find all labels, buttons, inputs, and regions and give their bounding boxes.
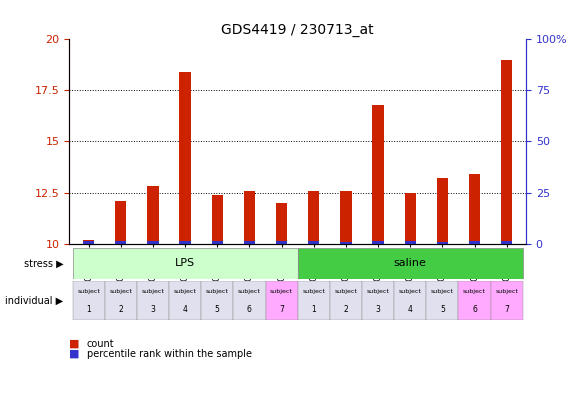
Bar: [298, 248, 523, 279]
Bar: [212, 195, 223, 244]
Text: 7: 7: [279, 305, 284, 314]
Text: 3: 3: [376, 305, 380, 314]
Bar: [276, 241, 287, 244]
Text: 3: 3: [150, 305, 155, 314]
Bar: [105, 281, 137, 320]
Bar: [147, 241, 158, 244]
Text: 5: 5: [215, 305, 220, 314]
Bar: [201, 281, 234, 320]
Text: subject: subject: [495, 290, 518, 294]
Text: subject: subject: [173, 290, 197, 294]
Text: 6: 6: [247, 305, 252, 314]
Bar: [501, 60, 512, 244]
Text: count: count: [87, 339, 114, 349]
Bar: [244, 191, 255, 244]
Text: subject: subject: [335, 290, 357, 294]
Text: 2: 2: [343, 305, 349, 314]
Bar: [234, 281, 265, 320]
Text: percentile rank within the sample: percentile rank within the sample: [87, 349, 251, 359]
Bar: [147, 186, 158, 244]
Bar: [308, 191, 320, 244]
Bar: [180, 241, 191, 244]
Bar: [340, 191, 351, 244]
Text: subject: subject: [366, 290, 390, 294]
Text: 4: 4: [408, 305, 413, 314]
Bar: [501, 241, 512, 244]
Title: GDS4419 / 230713_at: GDS4419 / 230713_at: [221, 23, 374, 37]
Bar: [83, 240, 94, 244]
Bar: [137, 281, 169, 320]
Bar: [212, 241, 223, 244]
Bar: [469, 241, 480, 244]
Text: saline: saline: [394, 258, 427, 268]
Bar: [427, 281, 458, 320]
Bar: [469, 174, 480, 244]
Bar: [308, 241, 320, 244]
Text: subject: subject: [77, 290, 100, 294]
Bar: [362, 281, 394, 320]
Text: individual ▶: individual ▶: [5, 296, 64, 306]
Bar: [437, 242, 448, 244]
Bar: [330, 281, 362, 320]
Text: subject: subject: [431, 290, 454, 294]
Text: subject: subject: [206, 290, 229, 294]
Text: 2: 2: [118, 305, 123, 314]
Bar: [405, 241, 416, 244]
Text: subject: subject: [142, 290, 164, 294]
Bar: [73, 281, 105, 320]
Bar: [437, 178, 448, 244]
Text: 1: 1: [86, 305, 91, 314]
Text: LPS: LPS: [175, 258, 195, 268]
Bar: [83, 241, 94, 244]
Bar: [405, 193, 416, 244]
Text: subject: subject: [463, 290, 486, 294]
Bar: [169, 281, 201, 320]
Text: stress ▶: stress ▶: [24, 258, 64, 268]
Bar: [265, 281, 298, 320]
Text: ■: ■: [69, 349, 80, 359]
Text: 5: 5: [440, 305, 445, 314]
Bar: [340, 242, 351, 244]
Text: subject: subject: [302, 290, 325, 294]
Bar: [244, 241, 255, 244]
Text: 1: 1: [312, 305, 316, 314]
Bar: [372, 105, 384, 244]
Bar: [276, 203, 287, 244]
Text: subject: subject: [270, 290, 293, 294]
Bar: [115, 201, 127, 244]
Text: 6: 6: [472, 305, 477, 314]
Text: 4: 4: [183, 305, 187, 314]
Bar: [73, 248, 298, 279]
Bar: [180, 72, 191, 244]
Bar: [394, 281, 427, 320]
Text: 7: 7: [504, 305, 509, 314]
Bar: [372, 241, 384, 244]
Bar: [298, 281, 330, 320]
Text: subject: subject: [109, 290, 132, 294]
Bar: [115, 241, 127, 244]
Text: ■: ■: [69, 339, 80, 349]
Bar: [491, 281, 523, 320]
Text: subject: subject: [238, 290, 261, 294]
Text: subject: subject: [399, 290, 422, 294]
Bar: [458, 281, 491, 320]
